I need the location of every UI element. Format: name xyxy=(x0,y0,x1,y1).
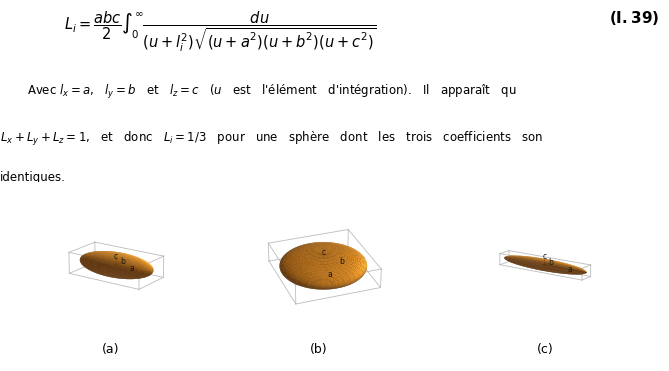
Text: $\bf{(I.39)}$: $\bf{(I.39)}$ xyxy=(609,9,659,27)
Text: (b): (b) xyxy=(310,343,327,356)
Text: Avec $l_x = a$,   $l_y = b$   et   $l_z = c$   ($u$   est   l'élément   d'intégr: Avec $l_x = a$, $l_y = b$ et $l_z = c$ (… xyxy=(27,83,516,102)
Text: (c): (c) xyxy=(537,343,554,356)
Text: identiques.: identiques. xyxy=(0,171,66,184)
Text: $L_i = \dfrac{abc}{2}\int_0^{\infty}\dfrac{du}{(u+l_i^2)\sqrt{(u+a^2)(u+b^2)(u+c: $L_i = \dfrac{abc}{2}\int_0^{\infty}\dfr… xyxy=(64,9,377,54)
Text: $L_x + L_y + L_z = 1$,   et   donc   $L_i = 1/3$   pour   une   sphère   dont   : $L_x + L_y + L_z = 1$, et donc $L_i = 1/… xyxy=(0,130,543,148)
Text: (a): (a) xyxy=(102,343,119,356)
